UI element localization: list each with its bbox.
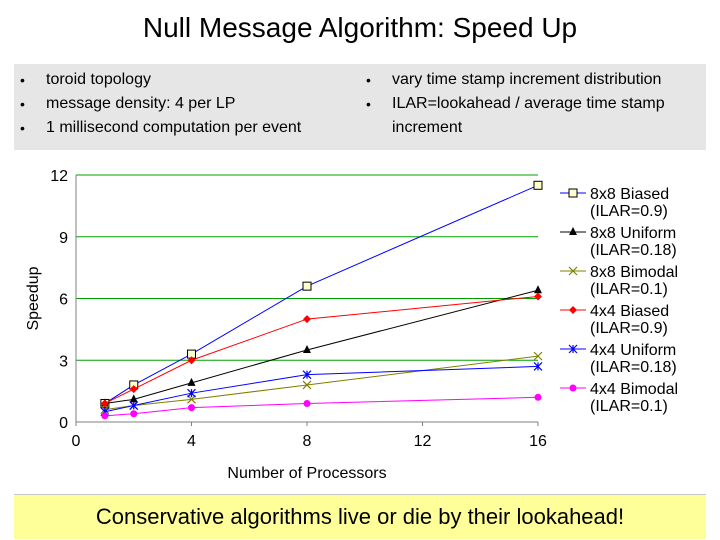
data-point [188,404,195,412]
bullet-icon: • [20,120,25,136]
speedup-chart: 0 3 6 9 12 0 4 8 12 16 Number of Processors Speedup… [25,168,678,482]
legend-label: 8x8 Bimodal [590,264,678,281]
data-point [302,281,312,291]
bullet-text: ILAR=lookahead / average time stamp incr… [392,95,665,136]
legend-label: 8x8 Uniform [590,225,676,242]
series-line-3 [104,355,539,411]
y-tick-label: 9 [59,230,68,247]
legend-sublabel: (ILAR=0.18) [590,359,677,376]
legend-marker [568,266,578,276]
legend-label: 4x4 Uniform [590,342,676,359]
data-point [533,351,543,361]
bullet-box-left: • toroid topology • message density: 4 per… [14,64,360,150]
bullet-item: • toroid topology [14,68,360,92]
bullet-text: 1 millisecond computation per event [46,119,302,136]
y-tick-label: 0 [59,415,68,432]
conclusion-banner: Conservative algorithms live or die by t… [14,494,706,539]
data-point [303,315,311,324]
data-point [100,399,109,408]
data-point [129,385,138,394]
legend-label: 4x4 Biased [590,303,669,320]
legend-label: 4x4 Bimodal [590,381,678,398]
legend-marker [568,344,578,354]
bullet-text: message density: 4 per LP [46,95,236,112]
legend-marker [569,306,577,314]
x-tick-label: 16 [529,433,547,450]
data-point [187,388,196,398]
y-tick-label: 6 [59,292,68,309]
data-point [302,380,312,390]
data-point [129,394,138,403]
y-tick-label: 12 [50,168,68,185]
legend-marker [569,384,577,392]
data-point [303,399,311,407]
data-point [187,356,196,365]
data-point [303,344,311,353]
legend-marker [569,227,577,235]
bullet-icon: • [366,72,371,88]
legend-label: 8x8 Biased [590,186,669,203]
bullet-icon: • [366,96,371,112]
x-tick-label: 4 [187,433,196,450]
data-point [534,292,542,301]
data-point [129,401,139,410]
bullet-item: • ILAR=lookahead / average time stamp inc… [360,92,706,140]
y-axis-label: Speedup [25,266,42,330]
bullet-item: • 1 millisecond computation per event [14,116,360,140]
data-point [534,285,542,294]
bullet-box-right: • vary time stamp increment distribution … [360,64,706,150]
bullet-icon: • [20,96,25,112]
legend-sublabel: (ILAR=0.9) [590,203,668,220]
legend-sublabel: (ILAR=0.1) [590,398,668,415]
legend-sublabel: (ILAR=0.9) [590,320,668,337]
slide-title: Null Message Algorithm: Speed Up [142,12,578,43]
x-tick-label: 8 [303,433,312,450]
bullet-item: • vary time stamp increment distribution [360,68,706,92]
bullet-list-left: • toroid topology • message density: 4 per… [14,64,360,140]
legend-sublabel: (ILAR=0.18) [590,242,677,259]
data-point [302,370,312,380]
data-point [534,393,542,401]
bullet-text: vary time stamp increment distribution [392,71,662,88]
data-point [533,180,543,190]
data-point [101,412,109,420]
legend-sublabel: (ILAR=0.1) [590,281,668,298]
series-line-4 [104,295,539,404]
data-point [130,410,138,418]
legend-marker [568,188,578,198]
bullet-icon: • [20,72,25,88]
x-tick-label: 12 [414,433,432,450]
data-point [533,362,543,371]
series-line-6 [104,396,539,417]
series-line-2 [104,289,539,404]
bullet-text: toroid topology [46,71,151,88]
x-tick-label: 0 [72,433,81,450]
data-point [187,377,196,386]
x-axis-label: Number of Processors [227,465,386,482]
y-tick-label: 3 [59,353,68,370]
bullet-list-right: • vary time stamp increment distribution … [360,64,706,140]
bullet-item: • message density: 4 per LP [14,92,360,116]
